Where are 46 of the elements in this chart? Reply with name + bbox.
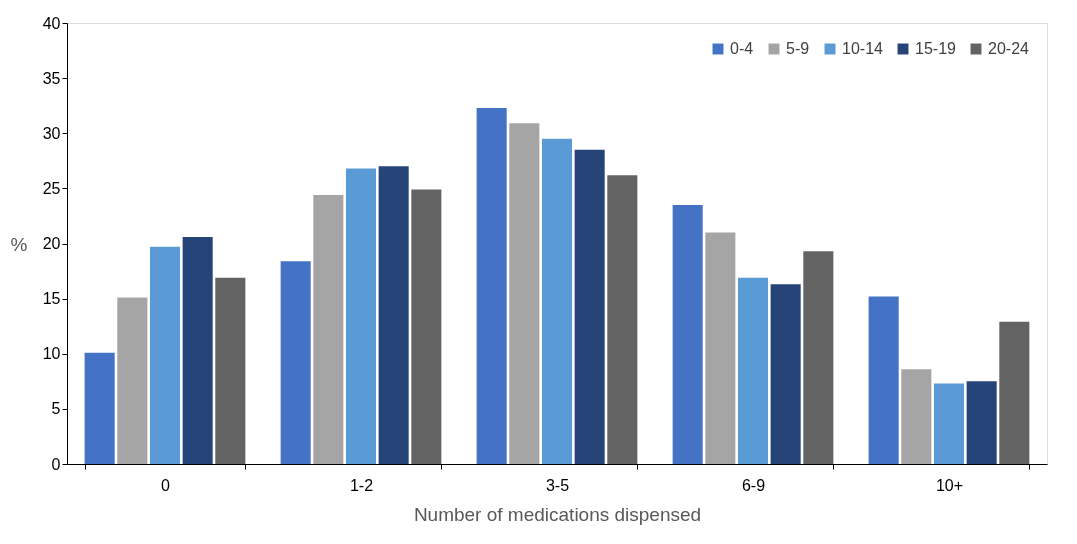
x-tick-label: 3-5 <box>545 476 570 494</box>
bar <box>215 277 246 464</box>
y-tick-label: 35 <box>42 69 61 87</box>
bar <box>541 138 573 464</box>
y-tick-label: 30 <box>42 124 61 142</box>
bar <box>574 149 605 464</box>
y-tick-label: 15 <box>42 290 61 308</box>
bar <box>737 277 769 464</box>
bar <box>933 383 965 464</box>
x-tick-label: 1-2 <box>349 476 374 494</box>
y-tick-label: 40 <box>42 14 61 32</box>
y-tick-label: 10 <box>42 345 61 363</box>
bar <box>705 232 736 464</box>
x-axis-title: Number of medications dispensed <box>413 503 702 525</box>
bar <box>901 369 932 464</box>
legend-label: 20-24 <box>988 40 1030 57</box>
bar <box>966 381 997 464</box>
y-tick-label: 20 <box>42 235 61 252</box>
y-tick-label: 25 <box>42 179 61 197</box>
bar <box>770 284 801 464</box>
x-tick-label: 10+ <box>935 476 964 494</box>
y-axis-title: % <box>10 233 28 255</box>
bar <box>607 175 638 464</box>
bar <box>117 297 148 464</box>
bar <box>672 204 703 464</box>
bar <box>149 246 181 464</box>
bar <box>476 107 507 464</box>
bar <box>280 261 311 464</box>
bar <box>868 296 899 464</box>
x-tick-label: 6-9 <box>741 476 766 494</box>
bar <box>182 236 213 464</box>
bar <box>84 352 115 464</box>
legend-label: 15-19 <box>915 40 957 57</box>
legend-label: 5-9 <box>786 40 810 57</box>
bar <box>313 194 344 464</box>
legend-label: 0-4 <box>730 40 754 57</box>
y-tick-label: 0 <box>51 455 61 473</box>
y-tick-label: 5 <box>51 400 61 418</box>
x-tick-label: 0 <box>161 476 171 494</box>
legend-label: 10-14 <box>842 40 884 57</box>
bar <box>509 123 540 464</box>
bar <box>345 168 377 464</box>
bar <box>999 321 1030 464</box>
bar <box>411 189 442 464</box>
bar <box>378 166 409 464</box>
bar <box>803 251 834 464</box>
